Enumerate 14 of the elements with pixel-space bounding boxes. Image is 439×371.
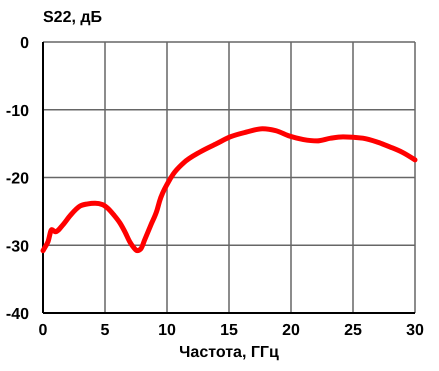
x-tick-label: 20 <box>282 322 300 339</box>
x-axis-title: Частота, ГГц <box>179 344 279 361</box>
y-tick-label: -10 <box>6 102 30 120</box>
y-tick-label: -40 <box>6 306 30 323</box>
x-tick-label: 5 <box>100 322 110 339</box>
x-tick-label: 0 <box>38 322 48 339</box>
y-tick-label: -20 <box>6 170 30 188</box>
y-tick-label: 0 <box>20 35 30 52</box>
x-tick-label: 15 <box>220 322 238 339</box>
y-axis-title: S22, дБ <box>43 9 102 26</box>
x-tick-label: 10 <box>158 322 176 339</box>
y-tick-label: -30 <box>6 238 30 256</box>
x-tick-label: 25 <box>344 322 362 339</box>
x-tick-label: 30 <box>406 322 424 339</box>
